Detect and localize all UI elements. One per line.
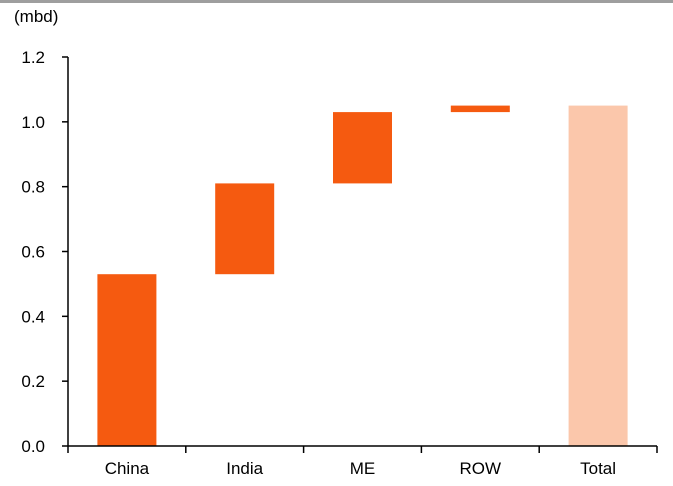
y-tick-label: 0.4 [21,307,45,326]
y-unit-label: (mbd) [14,7,58,26]
y-tick-label: 0.8 [21,178,45,197]
bar-india [215,183,275,275]
bar-total [568,105,628,446]
y-tick-label: 1.2 [21,48,45,67]
bar-me [333,112,392,184]
x-tick-label-india: India [226,459,263,478]
bars-group [97,105,628,446]
y-tick-label: 0.0 [21,437,45,456]
x-tick-label-me: ME [350,459,376,478]
bar-china [97,274,157,446]
top-rule [0,0,673,3]
x-tick-label-china: China [105,459,150,478]
x-tick-label-row: ROW [460,459,502,478]
axes-group: China India ME ROW Total 0.0 0.2 0.4 0.6 0.8 1.0 1.… [21,48,658,478]
y-tick-label: 1.0 [21,113,45,132]
x-tick-label-total: Total [580,459,616,478]
y-tick-label: 0.2 [21,372,45,391]
bar-row [450,105,510,113]
y-tick-label: 0.6 [21,243,45,262]
